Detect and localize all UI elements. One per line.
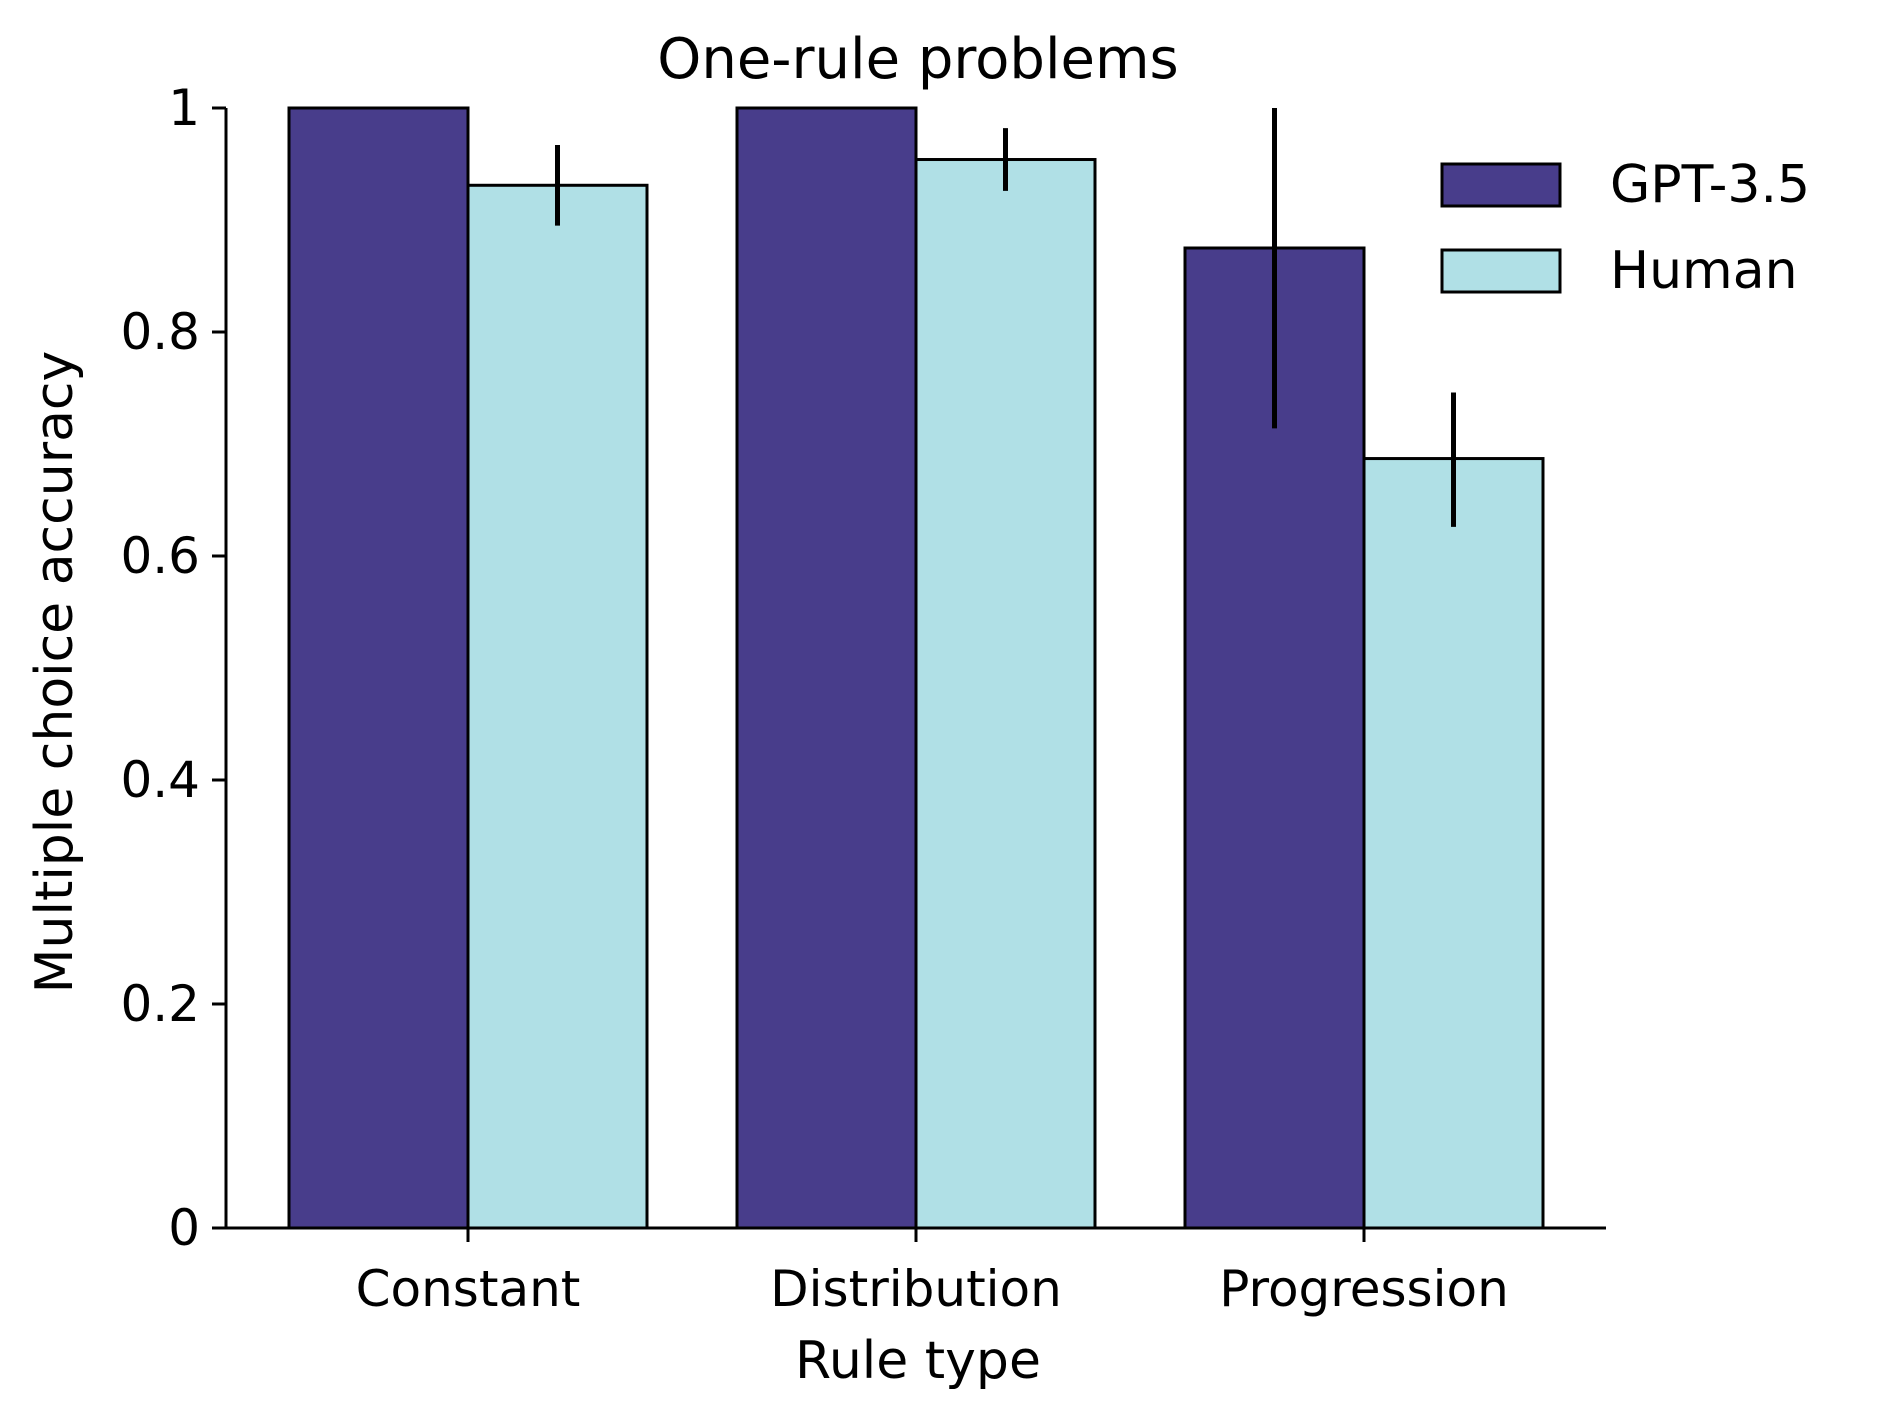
x-tick-label-constant: Constant	[356, 1260, 581, 1318]
y-tick-label: 0.8	[120, 303, 200, 361]
legend-swatch-gpt-3-5	[1440, 162, 1562, 208]
bars-group	[287, 106, 1545, 1230]
chart-title: One-rule problems	[657, 27, 1178, 92]
legend: GPT-3.5 Human	[1440, 155, 1810, 301]
bar-human-distribution	[914, 158, 1097, 1230]
x-axis-label: Rule type	[795, 1331, 1041, 1391]
legend-label-human: Human	[1610, 241, 1798, 301]
y-axis-label: Multiple choice accuracy	[25, 351, 85, 994]
x-tick-label-distribution: Distribution	[770, 1260, 1062, 1318]
bar-human-constant	[466, 183, 649, 1230]
y-tick-label: 0	[168, 1199, 200, 1257]
legend-label-gpt-3-5: GPT-3.5	[1610, 155, 1810, 215]
x-tick-label-progression: Progression	[1219, 1260, 1509, 1318]
y-tick-label: 0.6	[120, 527, 200, 585]
error-bars-group	[555, 108, 1456, 527]
bar-gpt-3-5-constant	[287, 106, 470, 1230]
bar-human-progression	[1362, 457, 1545, 1230]
axes-group: 0 0.2 0.4 0.6 0.8 1 Constant Distribution Progre…	[120, 79, 1606, 1318]
y-tick-label: 0.4	[120, 751, 200, 809]
bar-gpt-3-5-distribution	[735, 106, 918, 1230]
y-tick-label: 1	[168, 79, 200, 137]
y-tick-label: 0.2	[120, 975, 200, 1033]
legend-swatch-human	[1440, 248, 1562, 294]
